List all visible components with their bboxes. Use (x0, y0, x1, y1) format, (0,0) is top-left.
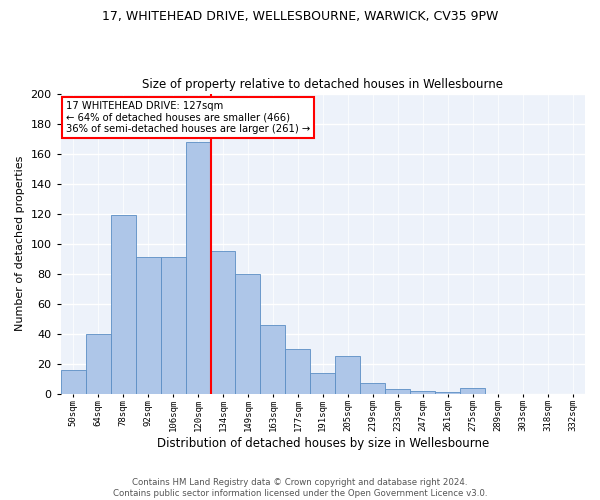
Bar (410, 390, 435, 394)
Text: 17 WHITEHEAD DRIVE: 127sqm
← 64% of detached houses are smaller (466)
36% of sem: 17 WHITEHEAD DRIVE: 127sqm ← 64% of deta… (66, 101, 310, 134)
Bar (310, 372, 335, 394)
Bar (260, 324, 286, 394)
Bar (110, 215, 136, 394)
Y-axis label: Number of detached properties: Number of detached properties (15, 156, 25, 332)
Bar (61, 370, 86, 394)
Bar (211, 251, 235, 394)
Bar (235, 274, 260, 394)
Bar (286, 348, 310, 394)
X-axis label: Distribution of detached houses by size in Wellesbourne: Distribution of detached houses by size … (157, 437, 489, 450)
Bar (161, 257, 185, 394)
Bar (86, 334, 110, 394)
Bar (385, 389, 410, 394)
Text: Contains HM Land Registry data © Crown copyright and database right 2024.
Contai: Contains HM Land Registry data © Crown c… (113, 478, 487, 498)
Bar (335, 356, 361, 394)
Bar (185, 142, 211, 394)
Bar (361, 383, 385, 394)
Bar (435, 392, 460, 394)
Text: 17, WHITEHEAD DRIVE, WELLESBOURNE, WARWICK, CV35 9PW: 17, WHITEHEAD DRIVE, WELLESBOURNE, WARWI… (102, 10, 498, 23)
Bar (460, 388, 485, 394)
Title: Size of property relative to detached houses in Wellesbourne: Size of property relative to detached ho… (142, 78, 503, 91)
Bar (136, 257, 161, 394)
